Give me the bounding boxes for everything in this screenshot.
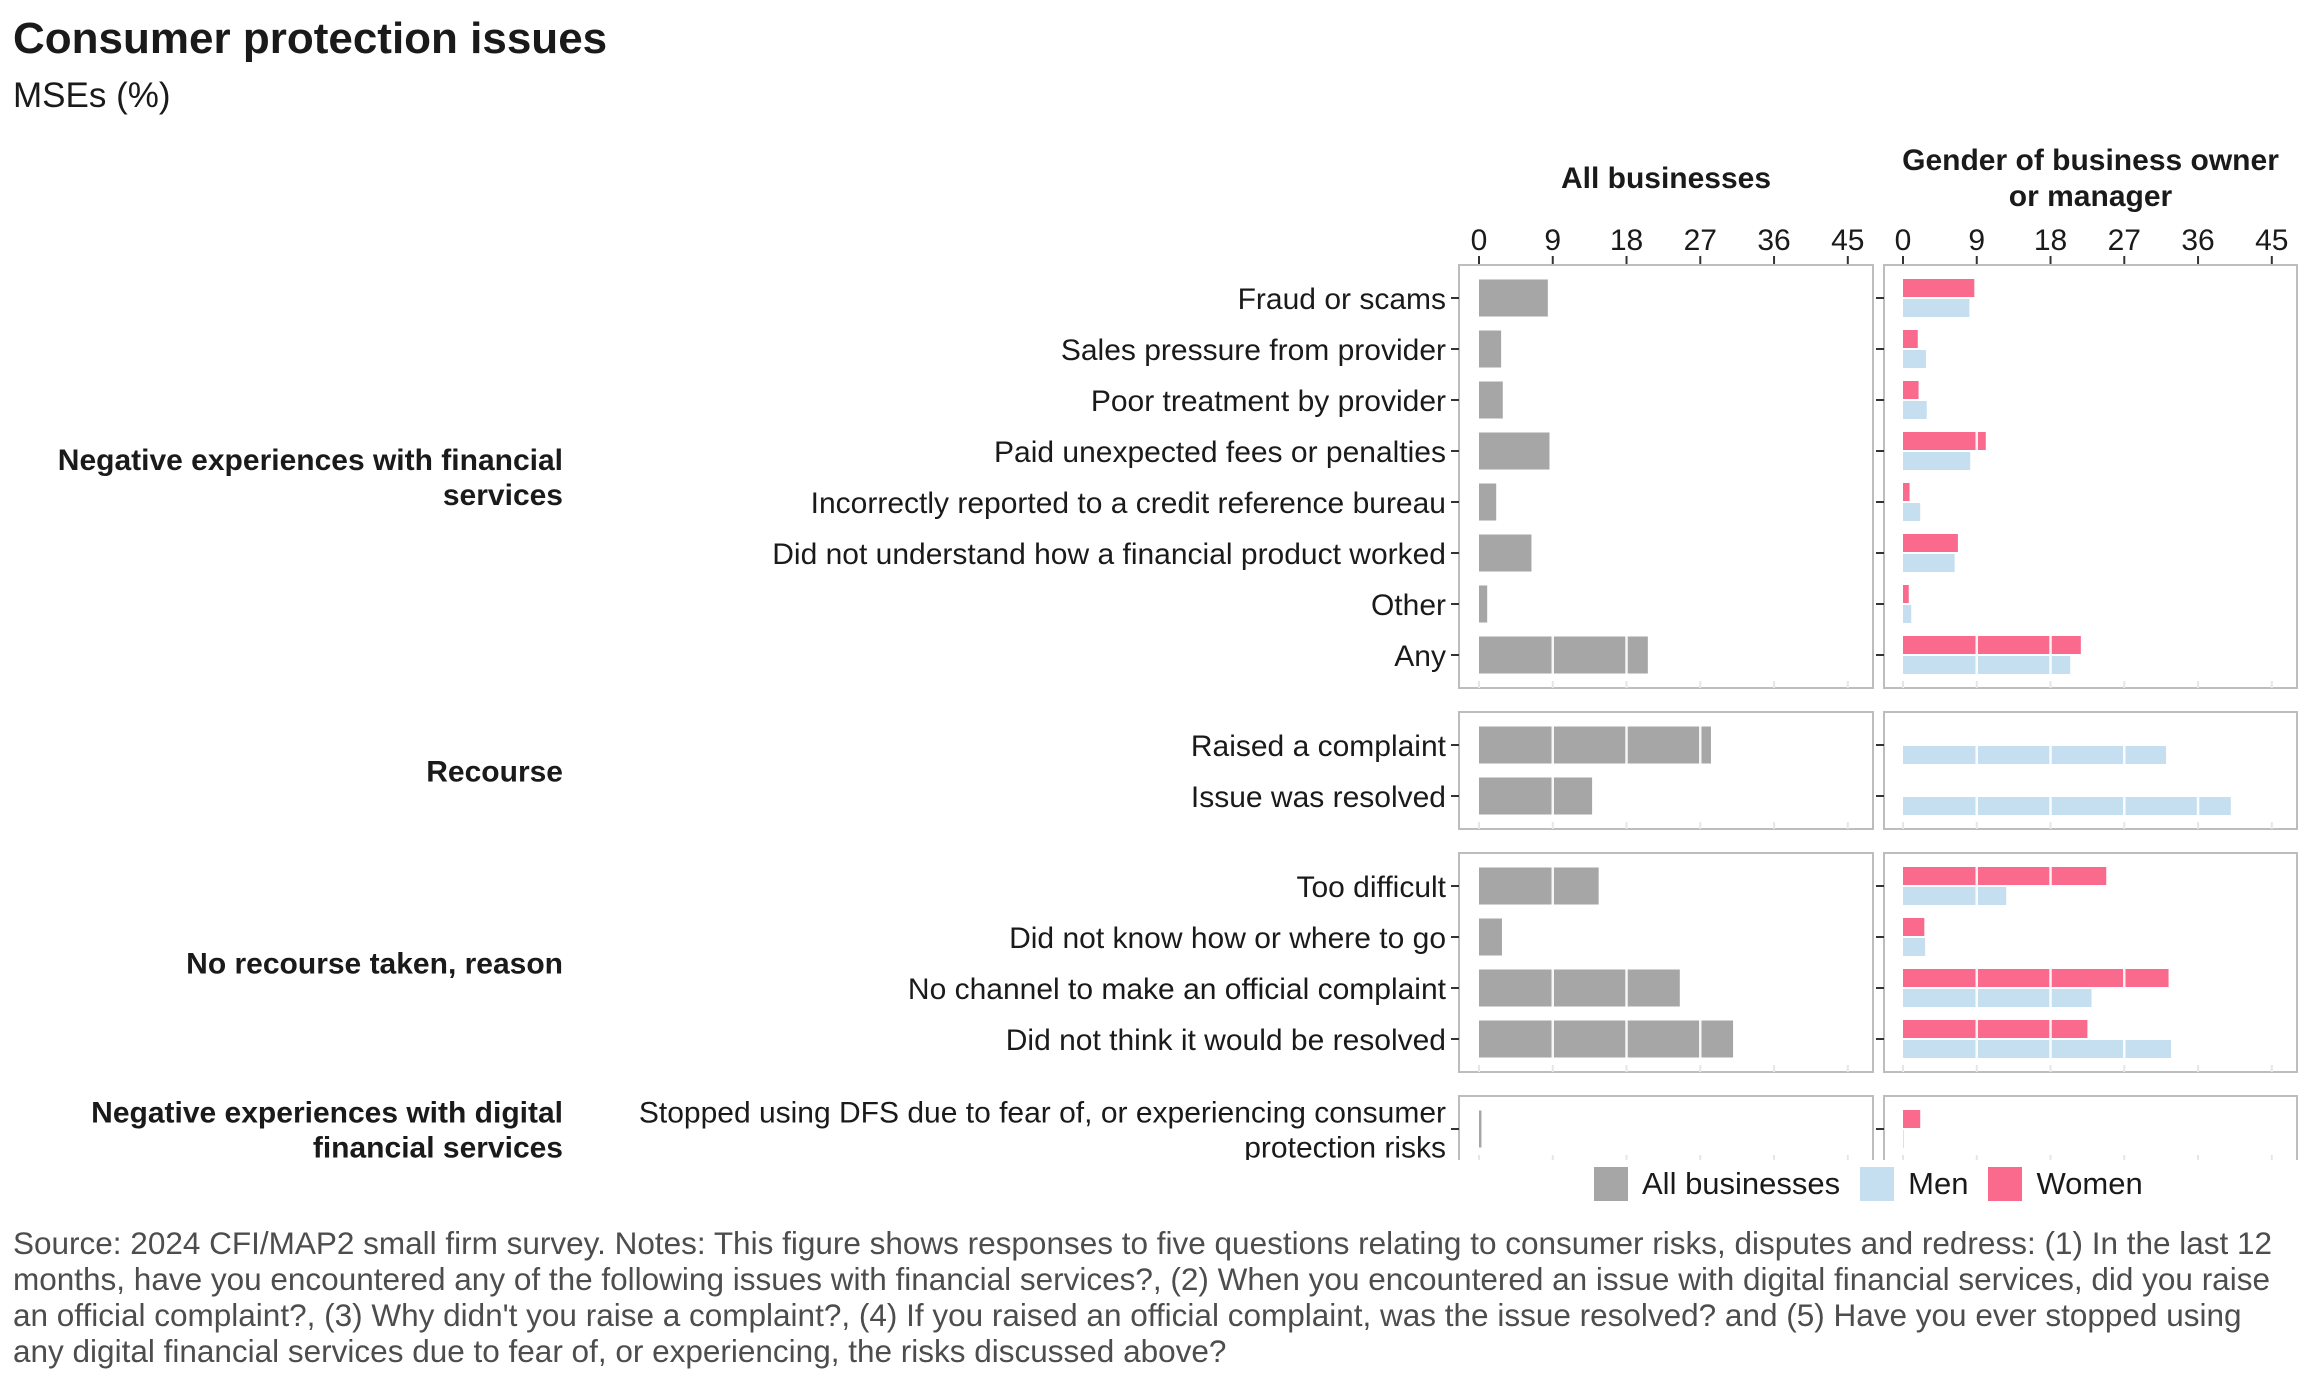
group-label-negative-experiences-with-financial-services-1: services [443, 479, 563, 512]
row-label-did-not-know-how-or-where-to-go-0: Did not know how or where to go [1009, 922, 1446, 955]
x-tick-label-0-18: 18 [1610, 224, 1643, 257]
row-label-stopped-using-dfs-due-to-fear-of-or-experiencing-consumer-protection-risks-0: Stopped using DFS due to fear of, or exp… [639, 1097, 1446, 1130]
bar-men-incorrectly-reported-to-a-credit-reference-bureau [1903, 503, 1921, 521]
x-tick-label-0-27: 27 [1684, 224, 1717, 257]
bar-all-paid-unexpected-fees-or-penalties [1479, 432, 1550, 470]
legend-key-men [1860, 1167, 1895, 1201]
legend-label-all-businesses: All businesses [1642, 1166, 1841, 1201]
bar-women-poor-treatment-by-provider [1903, 381, 1919, 399]
bar-all-any [1479, 636, 1648, 674]
legend-item-all-businesses: All businesses [1594, 1166, 1840, 1202]
panel-frame-2-1 [1883, 852, 2298, 1073]
row-label-sales-pressure-from-provider-0: Sales pressure from provider [1061, 334, 1446, 367]
bar-chart: All businesses Gender of business owneror… [58, 144, 2298, 1161]
bar-women-no-channel-to-make-an-official-complaint [1903, 969, 2169, 987]
bar-women-sales-pressure-from-provider [1903, 330, 1918, 348]
bar-women-did-not-think-it-would-be-resolved [1903, 1020, 2088, 1038]
bar-women-did-not-know-how-or-where-to-go [1903, 918, 1925, 936]
x-tick-label-0-0: 0 [1471, 224, 1488, 257]
bar-men-no-channel-to-make-an-official-complaint [1903, 989, 2092, 1007]
row-label-poor-treatment-by-provider-0: Poor treatment by provider [1091, 385, 1446, 418]
x-tick-label-1-45: 45 [2255, 224, 2288, 257]
bar-women-any [1903, 636, 2081, 654]
x-tick-label-0-45: 45 [1831, 224, 1864, 257]
row-label-stopped-using-dfs-due-to-fear-of-or-experiencing-consumer-protection-risks-1: protection risks [1244, 1132, 1446, 1161]
panel-title-gender-line-2: or manager [2009, 180, 2173, 213]
bar-men-did-not-think-it-would-be-resolved [1903, 1040, 2171, 1058]
legend-item-women: Women [1988, 1166, 2143, 1202]
row-label-paid-unexpected-fees-or-penalties-0: Paid unexpected fees or penalties [994, 436, 1446, 469]
bar-men-raised-a-complaint [1903, 746, 2167, 764]
bar-men-did-not-understand-how-a-financial-product-worked [1903, 554, 1955, 572]
row-label-did-not-understand-how-a-financial-product-worked-0: Did not understand how a financial produ… [772, 538, 1446, 571]
group-label-negative-experiences-with-digital-financial-services-0: Negative experiences with digital [91, 1097, 563, 1130]
row-label-fraud-or-scams-0: Fraud or scams [1238, 283, 1446, 316]
bar-all-too-difficult [1479, 867, 1599, 905]
bar-women-other [1903, 585, 1909, 603]
panel-frame-0-0 [1458, 264, 1874, 689]
row-label-incorrectly-reported-to-a-credit-reference-bureau-0: Incorrectly reported to a credit referen… [811, 487, 1446, 520]
bar-all-issue-was-resolved [1479, 777, 1593, 815]
bar-all-stopped-using-dfs-due-to-fear-of-or-experiencing-consumer-protection-risks [1479, 1110, 1482, 1148]
group-label-negative-experiences-with-financial-services-0: Negative experiences with financial [58, 444, 563, 477]
row-label-any-0: Any [1394, 640, 1446, 673]
x-tick-label-1-0: 0 [1895, 224, 1912, 257]
row-label-other-0: Other [1371, 589, 1446, 622]
panel-title-gender-line-1: Gender of business owner [1902, 144, 2279, 177]
bar-women-paid-unexpected-fees-or-penalties [1903, 432, 1986, 450]
bar-women-fraud-or-scams [1903, 279, 1975, 297]
bar-all-other [1479, 585, 1488, 623]
row-label-did-not-think-it-would-be-resolved-0: Did not think it would be resolved [1006, 1024, 1446, 1057]
legend-key-women [1988, 1167, 2023, 1201]
bar-all-fraud-or-scams [1479, 279, 1548, 317]
bar-men-fraud-or-scams [1903, 299, 1970, 317]
legend-label-women: Women [2036, 1166, 2143, 1201]
bar-women-did-not-understand-how-a-financial-product-worked [1903, 534, 1958, 552]
source-note: Source: 2024 CFI/MAP2 small firm survey.… [13, 1225, 2273, 1369]
bar-men-paid-unexpected-fees-or-penalties [1903, 452, 1971, 470]
panel-frame-3-1 [1883, 1095, 2298, 1160]
group-label-negative-experiences-with-digital-financial-services-1: financial services [313, 1132, 563, 1161]
bar-women-stopped-using-dfs-due-to-fear-of-or-experiencing-consumer-protection-risks [1903, 1110, 1921, 1128]
row-label-issue-was-resolved-0: Issue was resolved [1191, 781, 1446, 814]
x-tick-label-1-9: 9 [1968, 224, 1985, 257]
group-label-no-recourse-taken-reason-0: No recourse taken, reason [186, 948, 563, 981]
bar-all-incorrectly-reported-to-a-credit-reference-bureau [1479, 483, 1497, 521]
bar-women-too-difficult [1903, 867, 2107, 885]
row-label-no-channel-to-make-an-official-complaint-0: No channel to make an official complaint [908, 973, 1447, 1006]
bar-all-poor-treatment-by-provider [1479, 381, 1503, 419]
bar-all-did-not-understand-how-a-financial-product-worked [1479, 534, 1532, 572]
legend-item-men: Men [1860, 1166, 1968, 1202]
x-tick-label-1-18: 18 [2034, 224, 2067, 257]
legend-label-men: Men [1908, 1166, 1969, 1201]
x-tick-label-0-36: 36 [1757, 224, 1790, 257]
x-tick-label-1-27: 27 [2108, 224, 2141, 257]
bar-men-did-not-know-how-or-where-to-go [1903, 938, 1926, 956]
legend-key-all-businesses [1594, 1167, 1628, 1201]
row-label-raised-a-complaint-0: Raised a complaint [1191, 730, 1447, 763]
panel-title-all-businesses: All businesses [1561, 162, 1771, 195]
bar-men-poor-treatment-by-provider [1903, 401, 1927, 419]
x-tick-label-0-9: 9 [1544, 224, 1561, 257]
bar-men-sales-pressure-from-provider [1903, 350, 1926, 368]
bar-all-sales-pressure-from-provider [1479, 330, 1502, 368]
bar-all-no-channel-to-make-an-official-complaint [1479, 969, 1680, 1007]
bar-men-other [1903, 605, 1912, 623]
bar-men-issue-was-resolved [1903, 797, 2231, 815]
bar-men-stopped-using-dfs-due-to-fear-of-or-experiencing-consumer-protection-risks [1903, 1130, 1904, 1148]
bar-men-any [1903, 656, 2071, 674]
bar-women-incorrectly-reported-to-a-credit-reference-bureau [1903, 483, 1910, 501]
group-label-recourse-0: Recourse [426, 756, 563, 789]
bar-all-raised-a-complaint [1479, 726, 1711, 764]
chart-subtitle: MSEs (%) [13, 76, 171, 115]
panel-frame-0-1 [1883, 264, 2298, 689]
chart-title: Consumer protection issues [13, 14, 608, 63]
legend: All businesses Men Women [1594, 1166, 2163, 1202]
bar-all-did-not-think-it-would-be-resolved [1479, 1020, 1734, 1058]
panel-frame-3-0 [1458, 1095, 1874, 1160]
row-label-too-difficult-0: Too difficult [1296, 871, 1446, 904]
x-tick-label-1-36: 36 [2181, 224, 2214, 257]
bar-all-did-not-know-how-or-where-to-go [1479, 918, 1502, 956]
bar-men-too-difficult [1903, 887, 2007, 905]
